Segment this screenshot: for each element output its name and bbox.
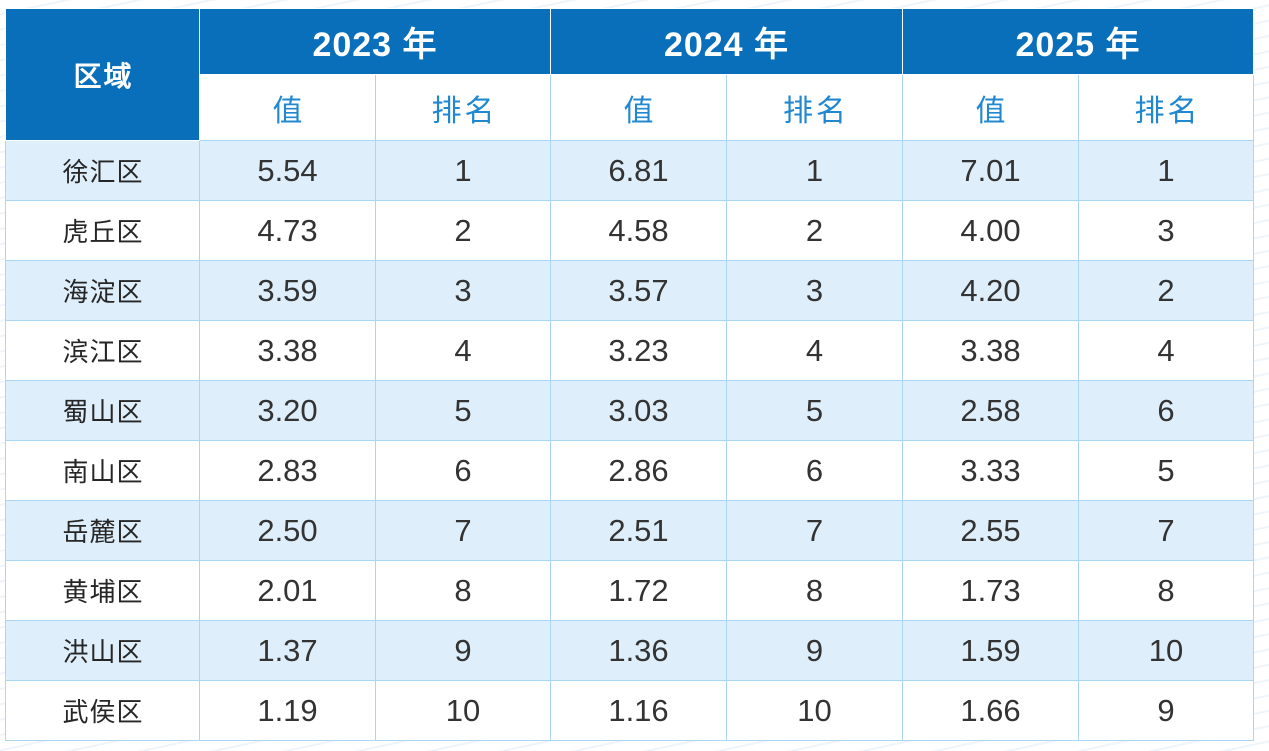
table-row: 南山区 2.83 6 2.86 6 3.33 5 bbox=[5, 440, 1254, 501]
table-header: 区域 2023 年 2024 年 2025 年 值 排名 值 排名 值 排名 bbox=[5, 8, 1254, 141]
rank-cell: 10 bbox=[375, 680, 551, 741]
rank-cell: 1 bbox=[375, 140, 551, 201]
value-cell: 1.36 bbox=[550, 620, 727, 681]
region-name-cell: 武侯区 bbox=[5, 680, 200, 741]
table-body: 徐汇区 5.54 1 6.81 1 7.01 1 虎丘区 4.73 2 4.58 2 4.00 3 海淀区 3… bbox=[5, 140, 1254, 741]
table-row: 徐汇区 5.54 1 6.81 1 7.01 1 bbox=[5, 140, 1254, 201]
rank-cell: 10 bbox=[726, 680, 903, 741]
value-cell: 2.50 bbox=[199, 500, 376, 561]
rank-cell: 3 bbox=[1078, 200, 1254, 261]
header-rank-group-3: 排名 bbox=[1078, 74, 1254, 141]
value-cell: 3.23 bbox=[550, 320, 727, 381]
table-row: 岳麓区 2.50 7 2.51 7 2.55 7 bbox=[5, 500, 1254, 561]
value-cell: 2.51 bbox=[550, 500, 727, 561]
region-name-cell: 南山区 bbox=[5, 440, 200, 501]
value-cell: 4.58 bbox=[550, 200, 727, 261]
rank-cell: 2 bbox=[375, 200, 551, 261]
value-cell: 2.83 bbox=[199, 440, 376, 501]
value-cell: 5.54 bbox=[199, 140, 376, 201]
value-cell: 6.81 bbox=[550, 140, 727, 201]
region-name-cell: 海淀区 bbox=[5, 260, 200, 321]
value-cell: 1.66 bbox=[902, 680, 1079, 741]
value-cell: 4.20 bbox=[902, 260, 1079, 321]
value-cell: 1.73 bbox=[902, 560, 1079, 621]
value-cell: 4.00 bbox=[902, 200, 1079, 261]
region-name-cell: 黄埔区 bbox=[5, 560, 200, 621]
rank-cell: 8 bbox=[375, 560, 551, 621]
value-cell: 1.16 bbox=[550, 680, 727, 741]
rank-cell: 8 bbox=[726, 560, 903, 621]
rank-cell: 5 bbox=[1078, 440, 1254, 501]
value-cell: 2.58 bbox=[902, 380, 1079, 441]
value-cell: 3.03 bbox=[550, 380, 727, 441]
header-value-group-3: 值 bbox=[902, 74, 1079, 141]
rank-cell: 5 bbox=[375, 380, 551, 441]
rank-cell: 4 bbox=[726, 320, 903, 381]
header-year-group-1: 2023 年 bbox=[199, 8, 551, 75]
region-name-cell: 徐汇区 bbox=[5, 140, 200, 201]
value-cell: 2.55 bbox=[902, 500, 1079, 561]
rank-cell: 9 bbox=[1078, 680, 1254, 741]
header-row-years: 区域 2023 年 2024 年 2025 年 bbox=[5, 8, 1254, 141]
region-name-cell: 岳麓区 bbox=[5, 500, 200, 561]
rank-cell: 10 bbox=[1078, 620, 1254, 681]
header-region: 区域 bbox=[5, 8, 200, 141]
header-value-group-1: 值 bbox=[199, 74, 376, 141]
value-cell: 4.73 bbox=[199, 200, 376, 261]
table-row: 武侯区 1.19 10 1.16 10 1.66 9 bbox=[5, 680, 1254, 741]
header-year-group-3: 2025 年 bbox=[902, 8, 1254, 75]
rank-cell: 2 bbox=[726, 200, 903, 261]
table-row: 黄埔区 2.01 8 1.72 8 1.73 8 bbox=[5, 560, 1254, 621]
rank-cell: 6 bbox=[726, 440, 903, 501]
rank-cell: 6 bbox=[1078, 380, 1254, 441]
value-cell: 3.38 bbox=[902, 320, 1079, 381]
rank-cell: 4 bbox=[375, 320, 551, 381]
rank-cell: 9 bbox=[726, 620, 903, 681]
header-year-group-2: 2024 年 bbox=[550, 8, 903, 75]
header-rank-group-2: 排名 bbox=[726, 74, 903, 141]
value-cell: 7.01 bbox=[902, 140, 1079, 201]
region-name-cell: 滨江区 bbox=[5, 320, 200, 381]
value-cell: 1.19 bbox=[199, 680, 376, 741]
table-row: 虎丘区 4.73 2 4.58 2 4.00 3 bbox=[5, 200, 1254, 261]
region-name-cell: 洪山区 bbox=[5, 620, 200, 681]
value-cell: 2.86 bbox=[550, 440, 727, 501]
value-cell: 3.33 bbox=[902, 440, 1079, 501]
rank-cell: 7 bbox=[726, 500, 903, 561]
rank-cell: 3 bbox=[726, 260, 903, 321]
rank-cell: 5 bbox=[726, 380, 903, 441]
rank-cell: 7 bbox=[375, 500, 551, 561]
rank-cell: 2 bbox=[1078, 260, 1254, 321]
value-cell: 1.72 bbox=[550, 560, 727, 621]
header-rank-group-1: 排名 bbox=[375, 74, 551, 141]
rank-cell: 4 bbox=[1078, 320, 1254, 381]
value-cell: 1.37 bbox=[199, 620, 376, 681]
rank-cell: 1 bbox=[726, 140, 903, 201]
value-cell: 3.20 bbox=[199, 380, 376, 441]
value-cell: 3.38 bbox=[199, 320, 376, 381]
rank-cell: 9 bbox=[375, 620, 551, 681]
table-row: 蜀山区 3.20 5 3.03 5 2.58 6 bbox=[5, 380, 1254, 441]
header-row-metrics: 值 排名 值 排名 值 排名 bbox=[6, 74, 1254, 141]
rank-cell: 8 bbox=[1078, 560, 1254, 621]
ranking-table: 区域 2023 年 2024 年 2025 年 值 排名 值 排名 值 排名 徐… bbox=[5, 8, 1254, 741]
table-row: 洪山区 1.37 9 1.36 9 1.59 10 bbox=[5, 620, 1254, 681]
header-value-group-2: 值 bbox=[550, 74, 727, 141]
value-cell: 3.59 bbox=[199, 260, 376, 321]
value-cell: 3.57 bbox=[550, 260, 727, 321]
region-name-cell: 虎丘区 bbox=[5, 200, 200, 261]
table-row: 滨江区 3.38 4 3.23 4 3.38 4 bbox=[5, 320, 1254, 381]
rank-cell: 3 bbox=[375, 260, 551, 321]
rank-cell: 6 bbox=[375, 440, 551, 501]
value-cell: 2.01 bbox=[199, 560, 376, 621]
rank-cell: 1 bbox=[1078, 140, 1254, 201]
value-cell: 1.59 bbox=[902, 620, 1079, 681]
table-row: 海淀区 3.59 3 3.57 3 4.20 2 bbox=[5, 260, 1254, 321]
rank-cell: 7 bbox=[1078, 500, 1254, 561]
region-name-cell: 蜀山区 bbox=[5, 380, 200, 441]
